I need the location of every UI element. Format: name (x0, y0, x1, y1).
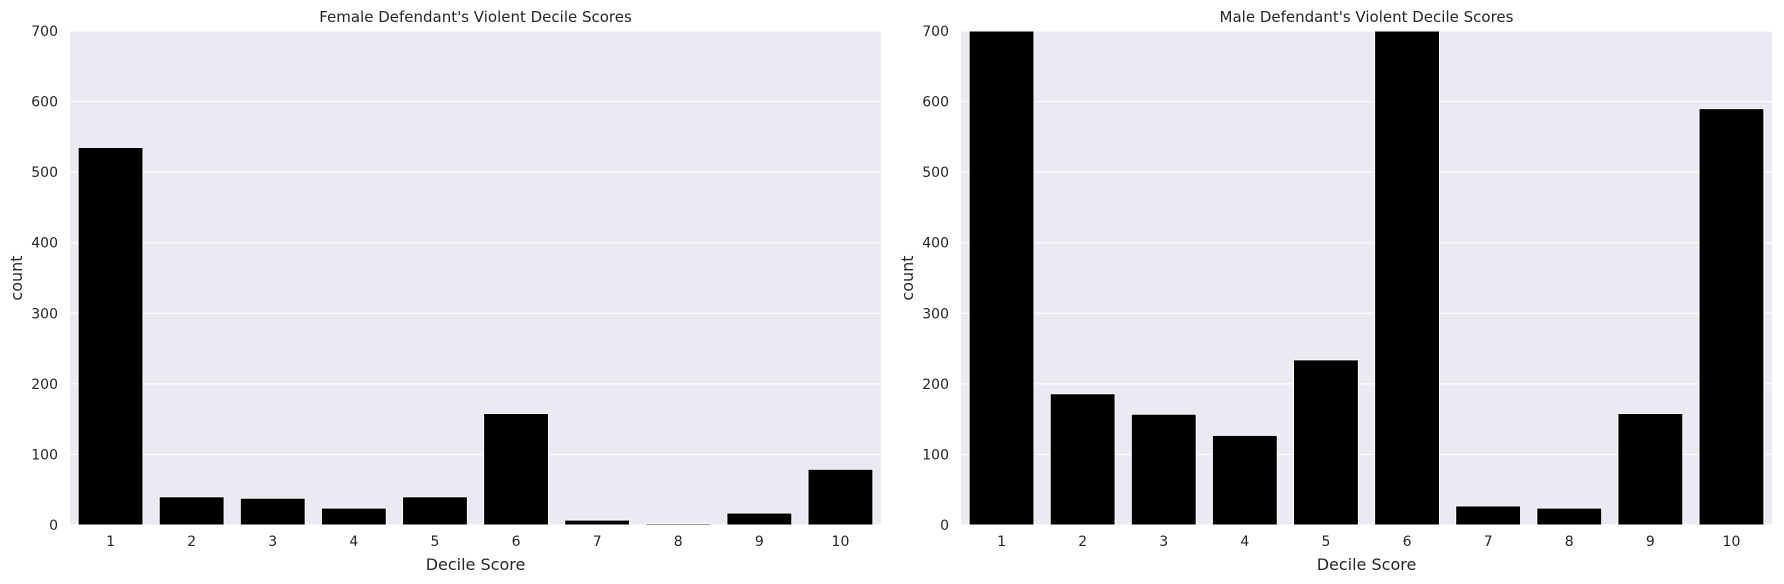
y-axis-label: count (7, 255, 26, 300)
x-axis-label: Decile Score (1317, 555, 1417, 574)
y-tick-label: 400 (922, 236, 949, 252)
y-tick-label: 200 (31, 377, 58, 393)
bar-8 (645, 523, 712, 526)
bar-9 (726, 512, 793, 526)
y-tick-label: 500 (31, 165, 58, 181)
x-axis-label: Decile Score (426, 555, 526, 574)
x-tick-label: 7 (1484, 534, 1493, 550)
bar-5 (1293, 359, 1359, 526)
bar-8 (1536, 507, 1603, 526)
chart-panel-1: 0 100 200 300 400 500 600 700 1 2 3 4 5 6 7 8 9 10 Female … (7, 8, 881, 574)
x-tick-label: 9 (755, 534, 764, 550)
y-tick-label: 600 (31, 95, 58, 111)
x-tick-label: 2 (1078, 534, 1087, 550)
bar-4 (320, 507, 387, 526)
x-tick-label: 5 (1321, 534, 1330, 550)
y-tick-label: 600 (922, 95, 949, 111)
y-tick-label: 100 (922, 447, 949, 463)
bar-7 (564, 519, 631, 526)
bar-2 (1049, 393, 1116, 526)
y-tick-label: 700 (922, 24, 949, 40)
bar-6 (483, 412, 549, 526)
x-tick-label: 3 (268, 534, 277, 550)
y-tick-label: 0 (49, 518, 58, 534)
y-tick-label: 0 (940, 518, 949, 534)
bar-10 (1698, 108, 1765, 526)
bar-4 (1211, 434, 1278, 526)
bar-1 (968, 30, 1035, 526)
x-tick-label: 8 (1565, 534, 1574, 550)
x-tick-label: 8 (674, 534, 683, 550)
plot-background (70, 31, 881, 525)
x-tick-label: 4 (1240, 534, 1249, 550)
x-tick-label: 10 (1723, 534, 1741, 550)
bar-10 (807, 468, 874, 526)
x-tick-label: 4 (349, 534, 358, 550)
y-tick-label: 400 (31, 236, 58, 252)
y-tick-label: 500 (922, 165, 949, 181)
y-tick-label: 300 (922, 306, 949, 322)
x-tick-label: 6 (512, 534, 521, 550)
bar-2 (158, 496, 225, 526)
x-tick-label: 2 (187, 534, 196, 550)
y-tick-label: 300 (31, 306, 58, 322)
bar-1 (77, 146, 144, 526)
y-tick-label: 200 (922, 377, 949, 393)
chart-title: Female Defendant's Violent Decile Scores (319, 8, 632, 26)
x-tick-label: 1 (997, 534, 1006, 550)
bar-9 (1617, 412, 1684, 526)
bar-5 (402, 496, 468, 526)
x-tick-label: 5 (430, 534, 439, 550)
bar-3 (1130, 413, 1197, 526)
y-tick-label: 700 (31, 24, 58, 40)
bar-3 (239, 497, 306, 526)
x-tick-label: 6 (1403, 534, 1412, 550)
bar-7 (1455, 505, 1522, 526)
x-tick-label: 10 (832, 534, 850, 550)
y-axis-label: count (898, 255, 917, 300)
y-tick-label: 100 (31, 447, 58, 463)
x-tick-label: 7 (593, 534, 602, 550)
chart-panel-2: 0 100 200 300 400 500 600 700 1 2 3 4 5 6 7 8 9 10 Male De… (898, 8, 1772, 574)
x-tick-label: 9 (1646, 534, 1655, 550)
bar-6 (1374, 30, 1440, 526)
x-tick-label: 1 (106, 534, 115, 550)
x-tick-label: 3 (1159, 534, 1168, 550)
chart-title: Male Defendant's Violent Decile Scores (1220, 8, 1514, 26)
